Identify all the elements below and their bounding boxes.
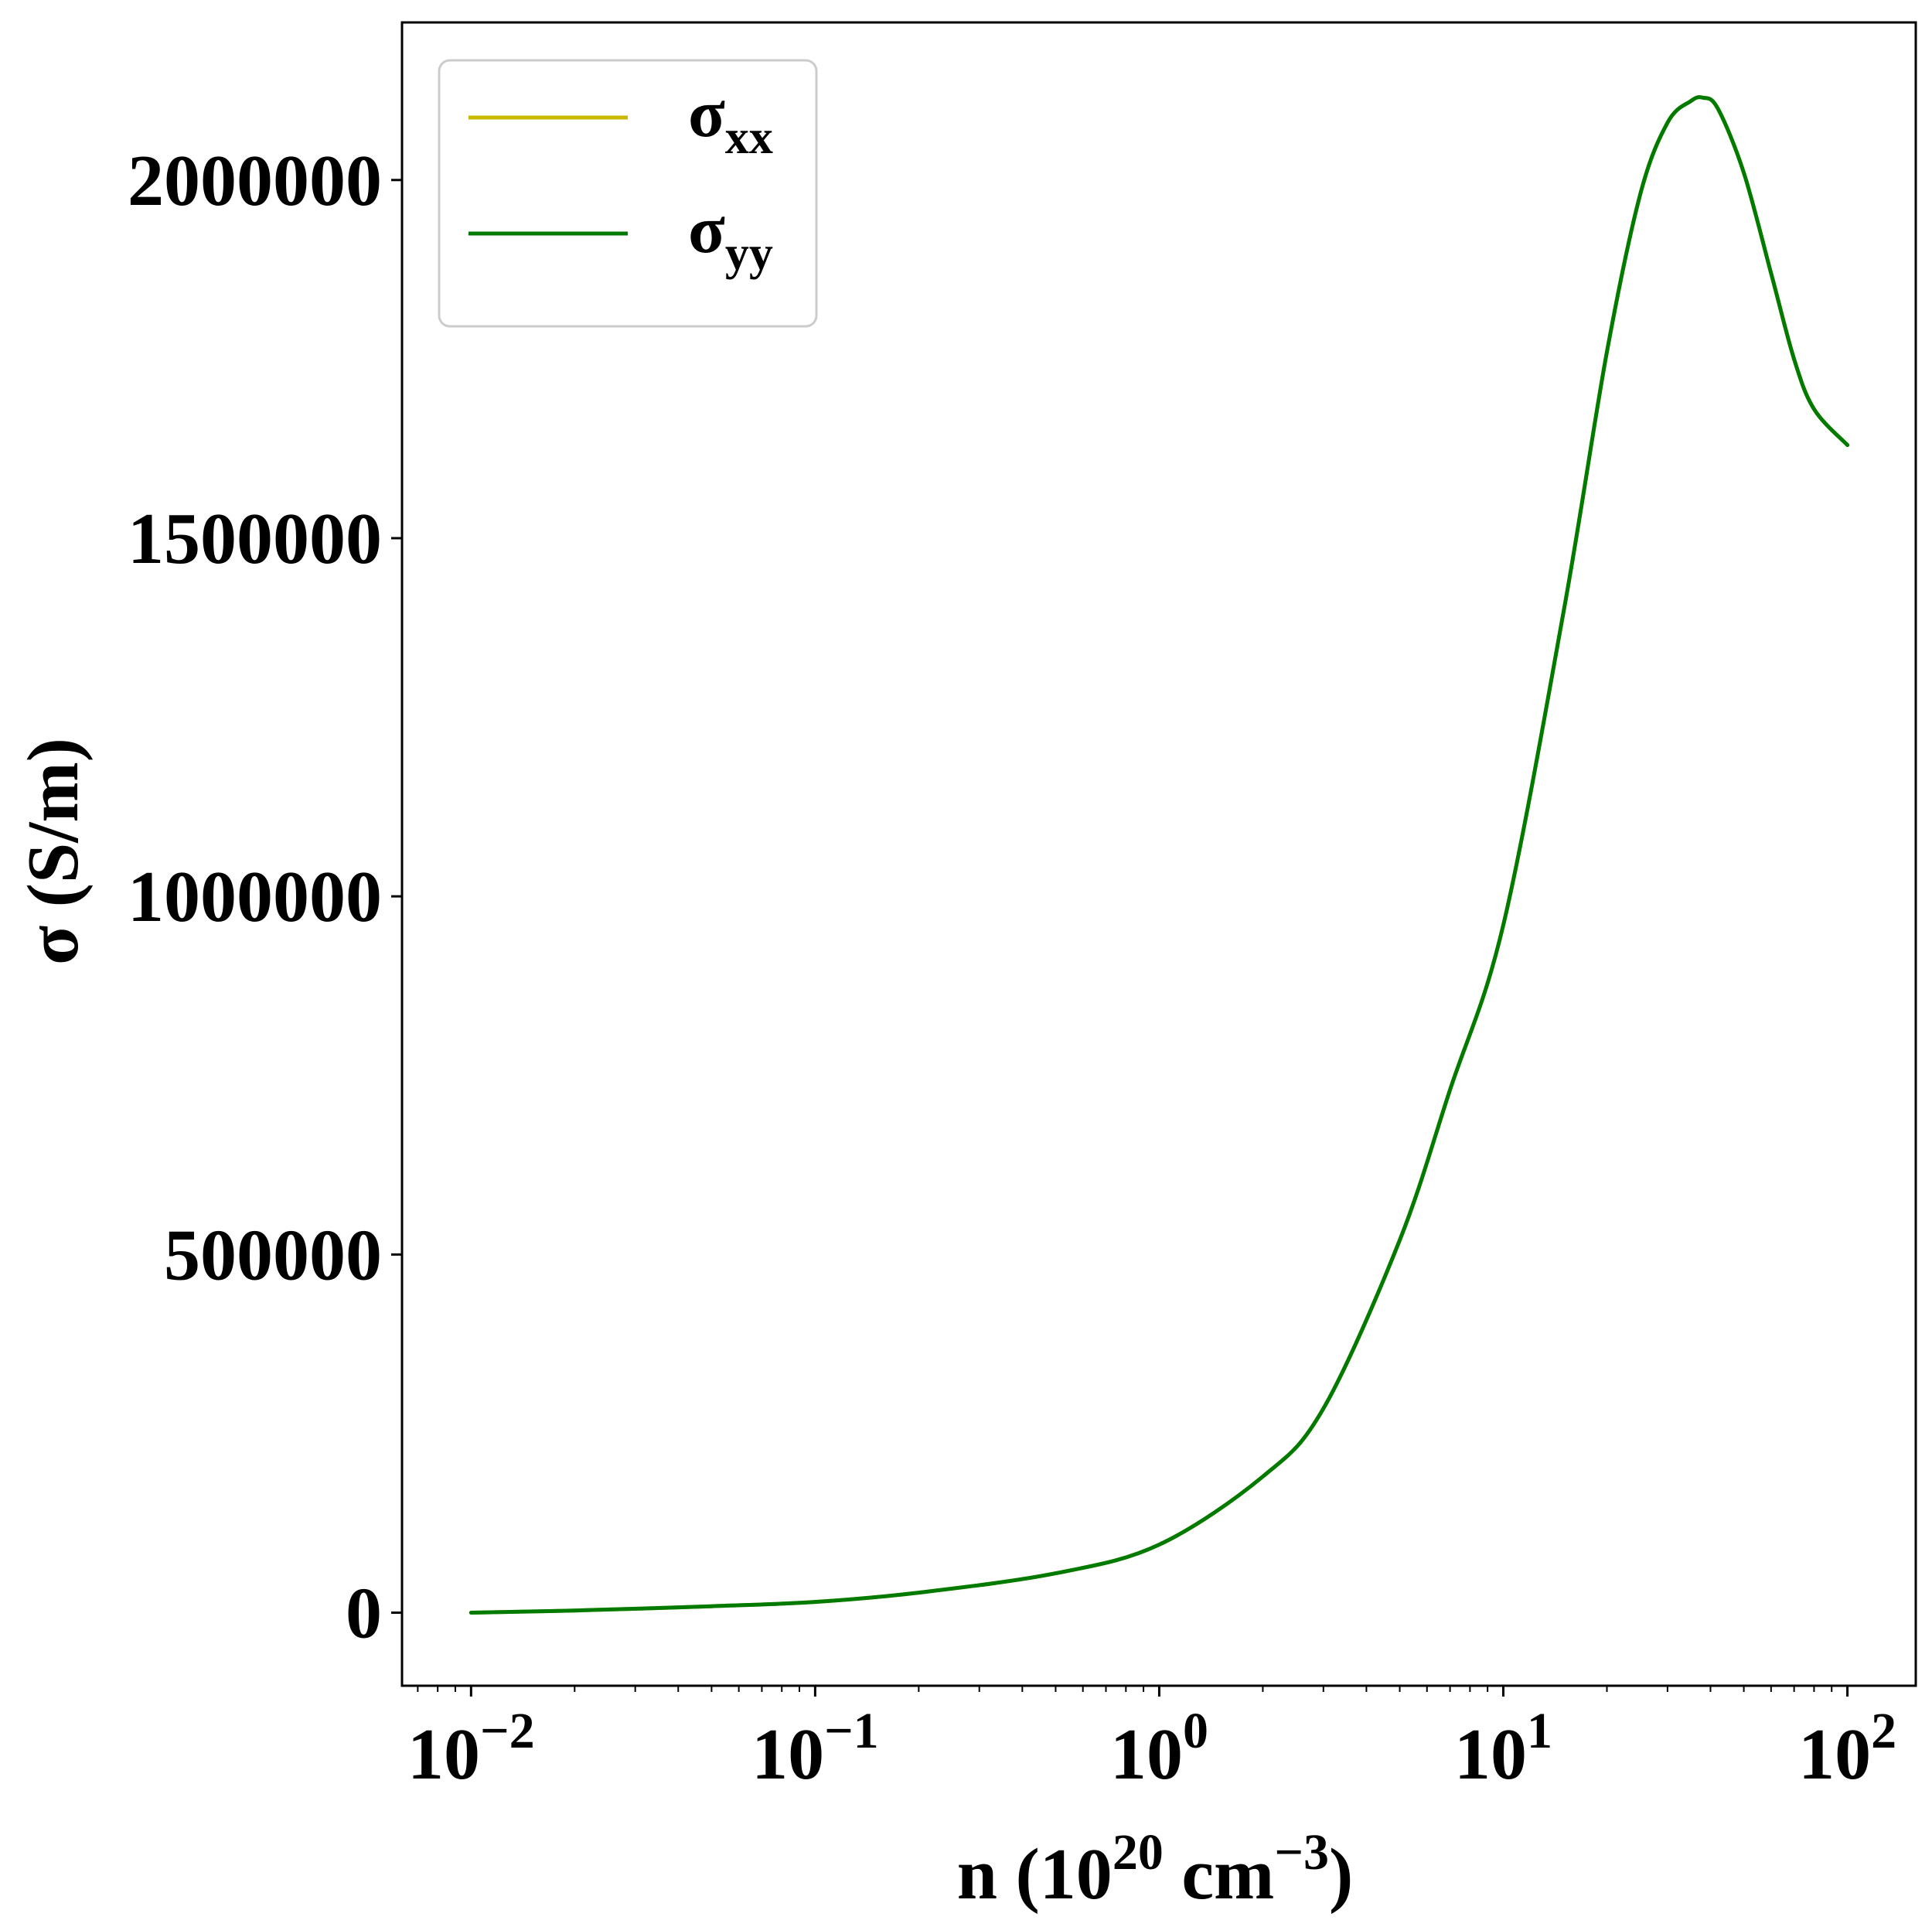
y-tick-label: 2000000: [128, 141, 382, 221]
y-axis: 0 500000 1000000 1500000 2000000: [128, 141, 402, 1654]
y-tick-label: 500000: [164, 1215, 382, 1295]
x-tick-label: 101: [1454, 1703, 1552, 1795]
legend-label-xx: σxx: [688, 77, 773, 164]
x-tick-label: 100: [1110, 1703, 1208, 1795]
x-tick-label: 10−1: [751, 1703, 879, 1795]
x-tick-label: 102: [1798, 1703, 1896, 1795]
series-layer: [469, 95, 1850, 1615]
x-axis-label: n (1020 cm−3): [957, 1824, 1354, 1915]
y-tick-label: 1000000: [128, 857, 382, 937]
x-axis: 10−2 10−1 100 101 102: [407, 1686, 1896, 1795]
y-tick-label: 0: [346, 1574, 382, 1654]
series-line-yy: [469, 95, 1850, 1615]
legend: σxx σyy: [438, 59, 818, 328]
y-tick-label: 1500000: [128, 499, 382, 579]
x-tick-label: 10−2: [407, 1703, 535, 1795]
y-axis-label: σ (S/m): [13, 738, 94, 965]
legend-frame: [438, 59, 818, 328]
legend-items: σxx σyy: [469, 77, 773, 280]
legend-label-yy: σyy: [688, 193, 773, 280]
